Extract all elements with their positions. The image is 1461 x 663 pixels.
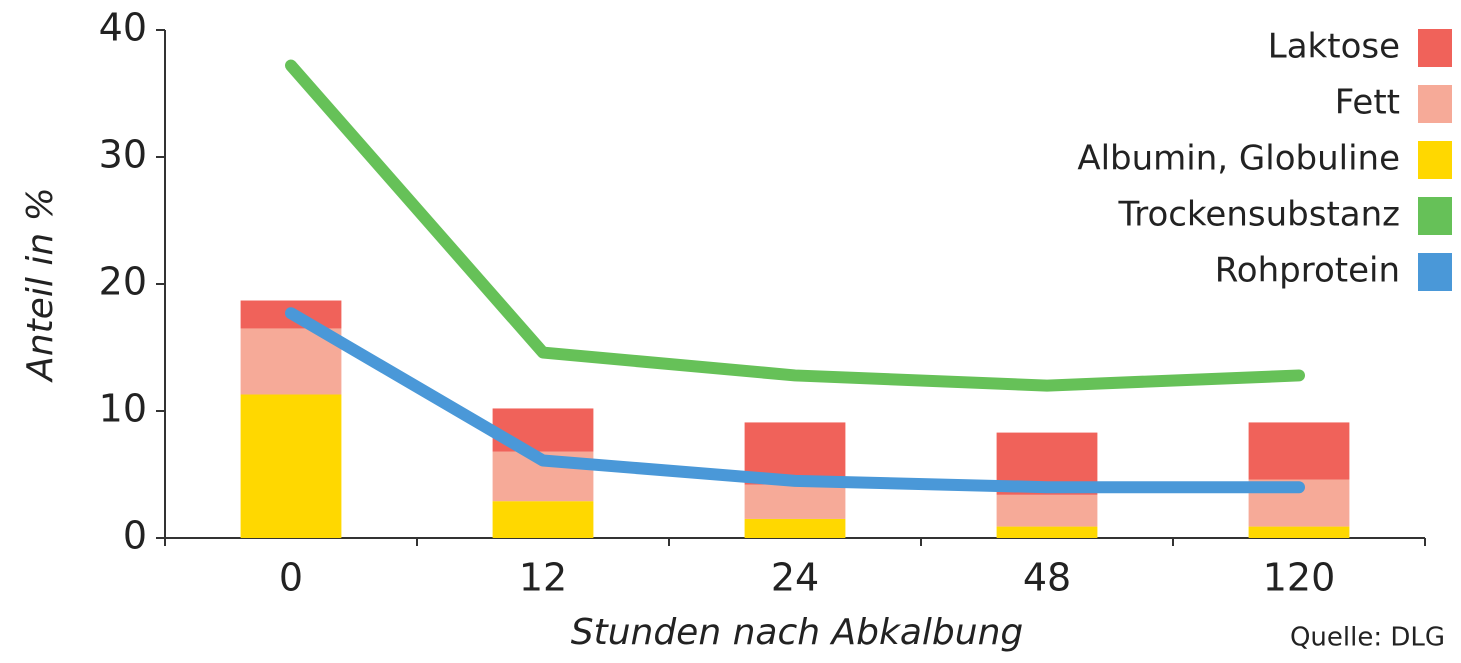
bar-segment bbox=[1248, 422, 1350, 480]
legend-swatch bbox=[1418, 85, 1452, 123]
source: Quelle: DLG bbox=[1290, 623, 1445, 653]
legend-swatch bbox=[1418, 29, 1452, 67]
x-tick-label: 24 bbox=[771, 556, 819, 600]
legend-label: Trockensubstanz bbox=[1117, 195, 1400, 235]
legend-label: Laktose bbox=[1268, 27, 1400, 67]
bar-segment bbox=[996, 494, 1098, 527]
line bbox=[285, 59, 1305, 392]
y-tick-label: 20 bbox=[99, 260, 147, 304]
x-tick-label: 120 bbox=[1263, 556, 1336, 600]
x-tick-label: 48 bbox=[1023, 556, 1071, 600]
line bbox=[285, 307, 1305, 494]
x-tick-label: 0 bbox=[279, 556, 303, 600]
legend-swatch bbox=[1418, 141, 1452, 179]
bar-segment bbox=[744, 484, 846, 519]
legend-swatch bbox=[1418, 253, 1452, 291]
y-axis-label: Anteil in % bbox=[20, 187, 61, 383]
bar-segment bbox=[744, 518, 846, 538]
bar-segment bbox=[240, 394, 342, 538]
legend-label: Albumin, Globuline bbox=[1077, 139, 1400, 179]
y-tick-label: 30 bbox=[99, 133, 147, 177]
legend-label: Fett bbox=[1335, 83, 1400, 123]
legend-swatch bbox=[1418, 197, 1452, 235]
y-tick-label: 0 bbox=[123, 514, 147, 558]
y-tick-label: 10 bbox=[99, 387, 147, 431]
x-tick-label: 12 bbox=[519, 556, 567, 600]
bar-segment bbox=[1248, 526, 1350, 538]
bar-segment bbox=[492, 501, 594, 538]
legend-label: Rohprotein bbox=[1215, 251, 1400, 291]
x-axis-label: Stunden nach Abkalbung bbox=[571, 612, 1024, 653]
bar-segment bbox=[996, 526, 1098, 538]
y-tick-label: 40 bbox=[99, 6, 147, 50]
